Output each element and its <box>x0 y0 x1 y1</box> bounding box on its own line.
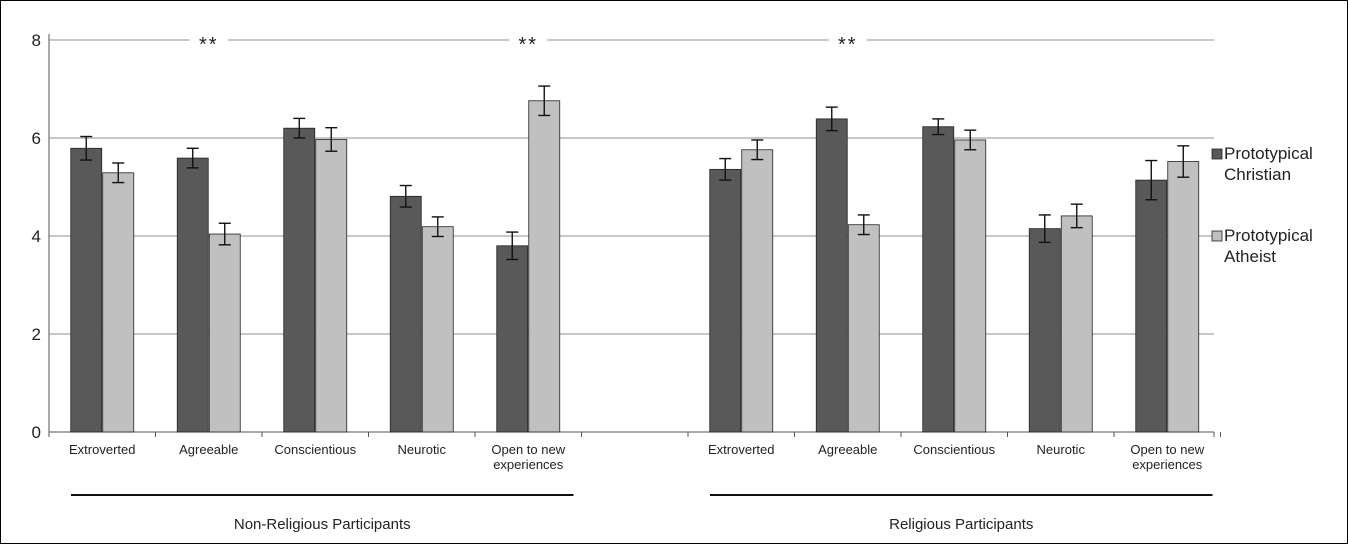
category-label: Conscientious <box>274 442 356 457</box>
bar-prototypical-christian <box>815 118 848 433</box>
group-label: Religious Participants <box>889 516 1033 533</box>
bar-prototypical-atheist <box>741 149 774 433</box>
bar-prototypical-christian <box>1135 179 1168 433</box>
category-label: experiences <box>493 457 564 472</box>
category-label: Extroverted <box>708 442 774 457</box>
category-label: Open to new <box>1130 442 1204 457</box>
bar-prototypical-atheist <box>421 226 454 433</box>
category-label: Neurotic <box>398 442 447 457</box>
bar-prototypical-christian <box>283 127 316 433</box>
category-label: experiences <box>1132 457 1203 472</box>
category-label: Agreeable <box>179 442 238 457</box>
y-tick-label: 6 <box>32 129 41 148</box>
significance-marker: ** <box>518 34 538 56</box>
bar-prototypical-christian <box>496 245 529 433</box>
y-tick-label: 2 <box>32 325 41 344</box>
category-label: Conscientious <box>913 442 995 457</box>
legend-label: Prototypical <box>1224 226 1313 245</box>
significance-bg <box>189 31 228 49</box>
bar-prototypical-atheist <box>847 224 880 433</box>
significance-bg <box>828 31 867 49</box>
bar-prototypical-christian <box>70 147 103 433</box>
legend-label: Christian <box>1224 165 1291 184</box>
bar-prototypical-atheist <box>528 100 561 433</box>
category-label: Neurotic <box>1037 442 1086 457</box>
y-tick-label: 0 <box>32 423 41 442</box>
bar-prototypical-christian <box>176 157 209 433</box>
bar-prototypical-atheist <box>954 139 987 433</box>
legend-swatch <box>1211 148 1223 160</box>
bar-prototypical-christian <box>1028 228 1061 433</box>
bar-prototypical-atheist <box>1167 161 1200 433</box>
y-tick-label: 8 <box>32 31 41 50</box>
bar-prototypical-christian <box>922 126 955 433</box>
significance-marker: ** <box>199 34 219 56</box>
bar-prototypical-christian <box>389 195 422 433</box>
legend-label: Prototypical <box>1224 144 1313 163</box>
bar-prototypical-atheist <box>208 233 241 433</box>
bar-prototypical-atheist <box>102 172 135 433</box>
bar-prototypical-christian <box>709 168 742 433</box>
group-label: Non-Religious Participants <box>234 516 411 533</box>
significance-bg <box>509 31 548 49</box>
category-label: Extroverted <box>69 442 135 457</box>
legend-label: Atheist <box>1224 247 1276 266</box>
category-label: Agreeable <box>818 442 877 457</box>
bar-prototypical-atheist <box>1060 215 1093 433</box>
category-label: Open to new <box>491 442 565 457</box>
bar-prototypical-atheist <box>315 139 348 433</box>
significance-marker: ** <box>838 34 858 56</box>
y-tick-label: 4 <box>32 227 41 246</box>
legend-swatch <box>1211 230 1223 242</box>
